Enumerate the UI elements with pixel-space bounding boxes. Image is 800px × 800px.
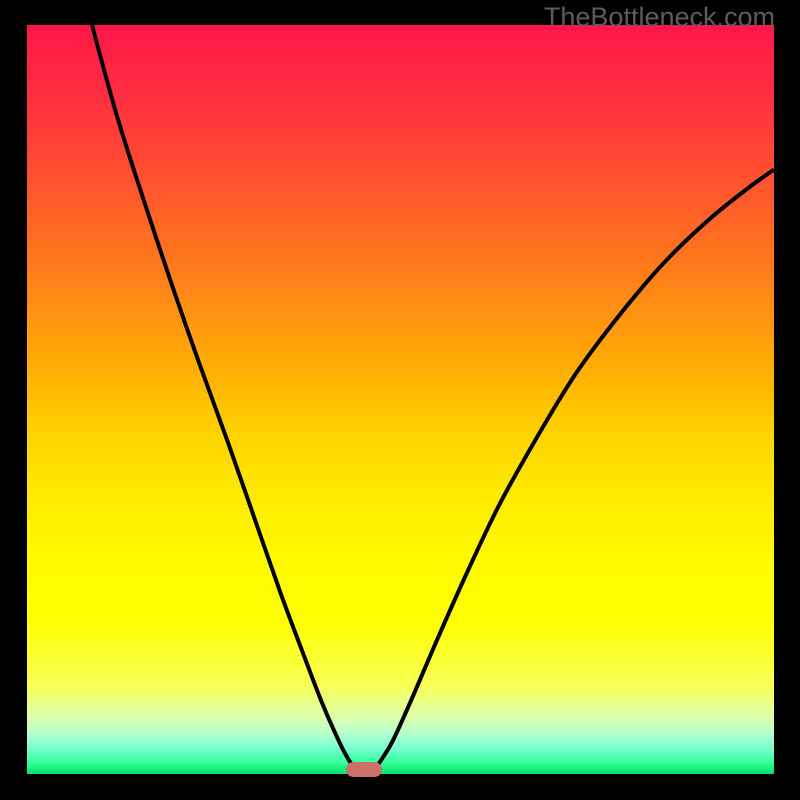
minimum-marker <box>346 762 382 777</box>
chart-plot <box>27 25 774 774</box>
gradient-background <box>27 25 774 774</box>
watermark-text: TheBottleneck.com <box>544 2 775 33</box>
